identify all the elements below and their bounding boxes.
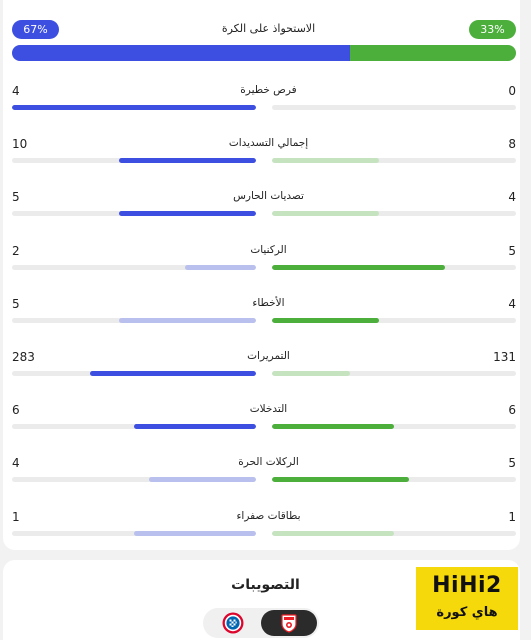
stat-bar-right-fill (272, 264, 446, 270)
possession-right-badge: 33% (469, 20, 516, 39)
stat-right-value: 6 (508, 403, 516, 418)
stat-right-value: 4 (508, 190, 516, 205)
stat-bar-left-fill (119, 211, 256, 217)
stat-right-value: 1 (508, 509, 516, 524)
team-toggle-bayern[interactable] (205, 610, 261, 636)
stat-bar-left-fill (90, 371, 256, 376)
stat-bar-right-fill (272, 211, 380, 217)
watermark-top: HiHi2 (432, 573, 502, 598)
stat-label: التمريرات (247, 350, 290, 362)
stat-label: التدخلات (249, 403, 288, 416)
stat-label: بطاقات صفراء (236, 509, 301, 522)
stat-bar-left-track (12, 477, 256, 483)
stat-left-value: 6 (12, 403, 20, 418)
stat-label: الأخطاء (252, 296, 285, 309)
stat-row: 5 تصديات الحارس 4 (3, 190, 531, 220)
stat-bar-left-fill (12, 105, 256, 110)
koln-crest-icon (281, 614, 297, 633)
bayern-crest-icon (222, 612, 244, 634)
stat-bar-left-fill (134, 424, 256, 430)
stat-left-value: 5 (12, 190, 20, 205)
stat-label: إجمالي التسديدات (228, 137, 309, 150)
stat-left-value: 283 (12, 350, 35, 364)
stat-bar-right-track (272, 477, 516, 483)
stat-left-value: 10 (12, 137, 28, 152)
stat-bar-left-track (12, 530, 256, 536)
stat-row: 2 الركنيات 5 (3, 244, 531, 274)
stat-left-value: 1 (12, 509, 20, 524)
possession-bar-right (349, 45, 516, 61)
stat-bar-right-track (272, 105, 516, 110)
stat-bar-left-track (12, 211, 256, 217)
shots-section-title: التصويبات (231, 577, 300, 593)
stat-right-value: 131 (493, 350, 516, 364)
possession-bar-left (12, 45, 350, 61)
stat-bar-right-fill (272, 424, 394, 430)
stat-label: الركلات الحرة (238, 456, 299, 469)
team-switch (203, 608, 319, 638)
stat-bar-left-fill (185, 264, 256, 270)
stat-row: 4 فرص خطيرة 0 (3, 84, 531, 114)
stat-bar-right-fill (272, 530, 394, 536)
stat-bar-right-track (272, 530, 516, 536)
stat-bar-right-fill (272, 317, 380, 323)
possession-left-badge: 67% (12, 20, 59, 39)
stat-row: 6 التدخلات 6 (3, 403, 531, 433)
possession-bar (12, 45, 516, 61)
stat-bar-right-track (272, 211, 516, 217)
stat-bar-right-track (272, 371, 516, 376)
stat-bar-left-fill (148, 477, 256, 483)
stat-right-value: 4 (508, 296, 516, 311)
team-toggle-koln[interactable] (261, 610, 317, 636)
stat-bar-left-track (12, 424, 256, 430)
stat-label: فرص خطيرة (240, 84, 297, 96)
stat-row: 1 بطاقات صفراء 1 (3, 510, 531, 540)
watermark-bottom: هاي كورة (436, 605, 498, 620)
stat-label: الركنيات (250, 243, 287, 256)
stat-left-value: 2 (12, 243, 20, 258)
stat-left-value: 4 (12, 456, 20, 471)
stat-bar-left-track (12, 371, 256, 376)
stat-row: 283 التمريرات 131 (3, 350, 531, 380)
stat-bar-right-fill (272, 477, 409, 483)
stat-row: 5 الأخطاء 4 (3, 297, 531, 327)
stats-card: 67% الاستحواذ على الكرة 33% 4 فرص خطيرة 0 1… (3, 0, 520, 550)
stat-bar-right-fill (272, 371, 351, 376)
stat-label: تصديات الحارس (233, 190, 304, 203)
stat-bar-left-track (12, 264, 256, 270)
stat-left-value: 4 (12, 84, 20, 98)
stat-bar-left-fill (134, 530, 256, 536)
stat-bar-right-fill (272, 158, 380, 164)
stat-bar-left-track (12, 317, 256, 323)
stat-right-value: 0 (508, 84, 516, 98)
stat-bar-left-fill (119, 158, 256, 164)
stat-left-value: 5 (12, 296, 20, 311)
watermark-logo: HiHi2 هاي كورة (416, 567, 518, 630)
stat-bar-right-track (272, 424, 516, 430)
stat-bar-left-fill (119, 317, 256, 323)
stat-row: 4 الركلات الحرة 5 (3, 456, 531, 486)
stat-right-value: 5 (508, 456, 516, 471)
stat-bar-left-track (12, 158, 256, 164)
stat-right-value: 5 (508, 243, 516, 258)
stat-bar-right-track (272, 158, 516, 164)
possession-label: الاستحواذ على الكرة (221, 22, 316, 35)
stat-row: 10 إجمالي التسديدات 8 (3, 137, 531, 167)
stat-bar-right-track (272, 317, 516, 323)
stat-right-value: 8 (508, 137, 516, 152)
stat-bar-right-track (272, 264, 516, 270)
stat-bar-left-track (12, 105, 256, 110)
